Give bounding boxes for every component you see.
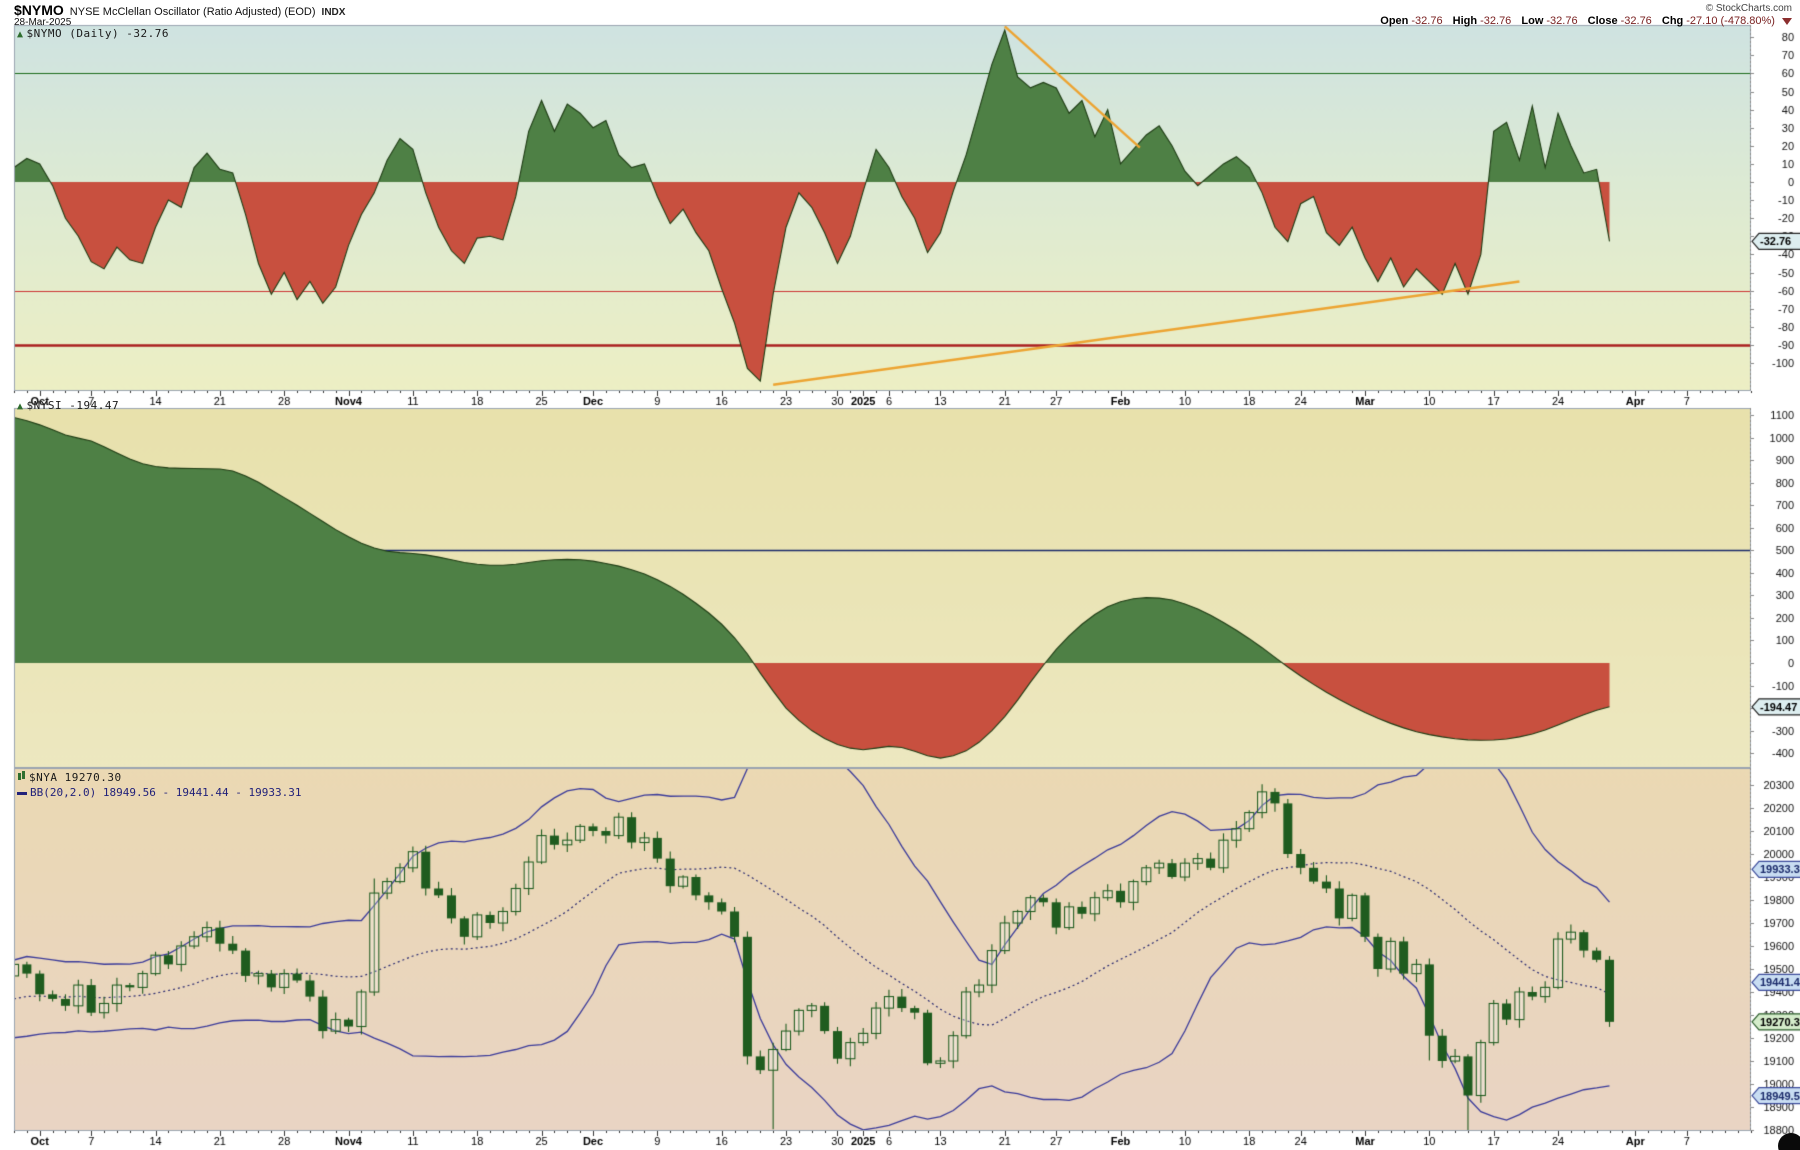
candlestick-icon	[17, 771, 26, 782]
open-value: -32.76	[1411, 15, 1443, 27]
high-value: -32.76	[1480, 15, 1512, 27]
nysi-legend-text: $NYSI -194.47	[26, 399, 120, 412]
line-swatch-icon	[17, 791, 27, 795]
chg-label: Chg	[1661, 15, 1684, 27]
close-value: -32.76	[1620, 15, 1652, 27]
chart-header: $NYMO NYSE McClellan Oscillator (Ratio Ad…	[14, 2, 345, 20]
high-label: High	[1452, 15, 1478, 27]
nya-panel-legend: $NYA 19270.30	[17, 771, 122, 784]
nysi-panel-legend: ▲ $NYSI -194.47	[17, 399, 119, 412]
quote-strip: Open -32.76 High -32.76 Low -32.76 Close -32…	[1373, 15, 1792, 27]
bollinger-legend: BB(20,2.0) 18949.56 - 19441.44 - 19933.3…	[17, 786, 302, 799]
low-value: -32.76	[1546, 15, 1578, 27]
floating-action-button[interactable]	[1778, 1133, 1800, 1150]
nymo-legend-text: $NYMO (Daily) -32.76	[26, 27, 169, 40]
symbol-title: $NYMO	[14, 2, 64, 18]
area-chart-icon: ▲	[17, 401, 24, 412]
chg-value: -27.10 (-478.80%)	[1686, 15, 1775, 27]
low-label: Low	[1521, 15, 1544, 27]
bollinger-legend-text: BB(20,2.0) 18949.56 - 19441.44 - 19933.3…	[30, 786, 302, 799]
nymo-panel-legend: ▲ $NYMO (Daily) -32.76	[17, 27, 169, 40]
open-label: Open	[1380, 15, 1409, 27]
symbol-description: NYSE McClellan Oscillator (Ratio Adjuste…	[69, 6, 316, 18]
exchange-label: INDX	[321, 7, 346, 18]
close-label: Close	[1587, 15, 1618, 27]
copyright-label: © StockCharts.com	[1705, 3, 1792, 14]
chevron-down-icon[interactable]	[1782, 17, 1792, 25]
chart-date: 28-Mar-2025	[14, 17, 72, 28]
area-chart-icon: ▲	[17, 29, 24, 40]
nya-legend-text: $NYA 19270.30	[29, 771, 122, 784]
